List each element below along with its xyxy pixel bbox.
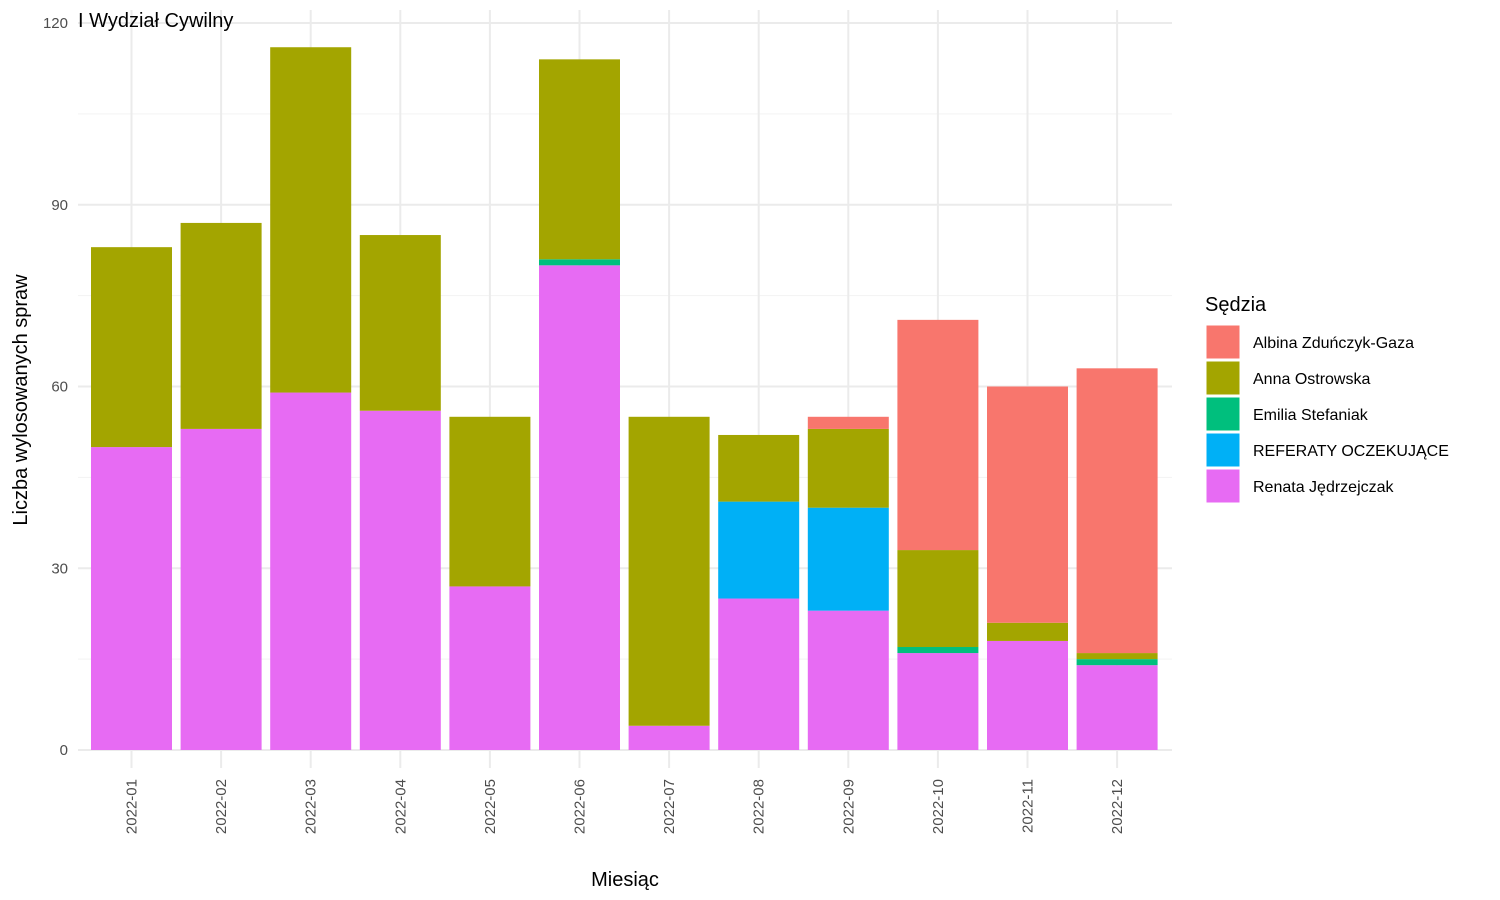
bar-2022-06-emilia-stefaniak [539, 259, 620, 266]
bar-2022-07-anna-ostrowska [628, 416, 710, 726]
bar-2022-03-renata-jedrzejczak [270, 392, 352, 750]
bar-2022-01-renata-jedrzejczak [91, 447, 172, 750]
x-tick-label: 2022-04 [392, 779, 409, 834]
bar-2022-08-referaty-oczekujace [718, 501, 800, 599]
bar-2022-01-anna-ostrowska [91, 247, 172, 448]
bar-2022-02-renata-jedrzejczak [180, 428, 262, 750]
bar-2022-10-anna-ostrowska [897, 550, 979, 648]
x-tick-label: 2022-10 [930, 779, 947, 834]
x-tick-label: 2022-07 [661, 779, 678, 834]
bar-2022-05-renata-jedrzejczak [449, 586, 531, 750]
bar-2022-10-renata-jedrzejczak [897, 653, 979, 750]
legend-swatch [1205, 324, 1241, 360]
bar-2022-10-albina-zdunczyk-gaza [897, 319, 979, 551]
bar-2022-12-renata-jedrzejczak [1076, 665, 1158, 750]
bar-2022-07-renata-jedrzejczak [628, 725, 710, 750]
y-tick-label: 120 [43, 15, 68, 32]
bar-2022-11-renata-jedrzejczak [987, 640, 1068, 750]
x-tick-label: 2022-12 [1109, 779, 1126, 834]
bar-2022-03-anna-ostrowska [270, 47, 352, 393]
legend-title: Sędzia [1205, 294, 1267, 316]
legend-items: Albina Zduńczyk-Gaza Anna Ostrowska Emilia… [1205, 324, 1449, 504]
bar-2022-11-albina-zdunczyk-gaza [987, 386, 1068, 623]
x-tick-label: 2022-06 [572, 779, 589, 834]
x-axis: 2022-01 2022-02 2022-03 2022-04 2022-05 2022-… [124, 779, 1127, 834]
x-tick-label: 2022-03 [303, 779, 320, 834]
bar-2022-04-renata-jedrzejczak [359, 410, 441, 750]
bars [91, 47, 1158, 750]
x-axis-title: Miesiąc [591, 869, 659, 891]
y-tick-label: 90 [51, 197, 68, 214]
bar-2022-09-albina-zdunczyk-gaza [807, 416, 889, 429]
bar-2022-12-anna-ostrowska [1076, 653, 1158, 660]
legend-swatch [1205, 396, 1241, 432]
legend-label: Anna Ostrowska [1253, 371, 1370, 388]
bar-2022-06-anna-ostrowska [539, 59, 620, 260]
bar-2022-09-referaty-oczekujace [807, 507, 889, 611]
x-tick-label: 2022-05 [482, 779, 499, 834]
legend-label: REFERATY OCZEKUJĄCE [1253, 443, 1449, 460]
bar-2022-06-renata-jedrzejczak [539, 265, 620, 750]
bar-2022-11-anna-ostrowska [987, 622, 1068, 641]
bar-2022-09-renata-jedrzejczak [807, 610, 889, 750]
bar-2022-05-anna-ostrowska [449, 416, 531, 587]
bar-2022-12-emilia-stefaniak [1076, 659, 1158, 666]
y-tick-label: 30 [51, 560, 68, 577]
bar-2022-04-anna-ostrowska [359, 235, 441, 411]
x-tick-label: 2022-01 [124, 779, 141, 834]
y-axis-title: Liczba wylosowanych spraw [10, 274, 32, 526]
chart-title: I Wydział Cywilny [78, 10, 233, 32]
legend-label: Emilia Stefaniak [1253, 407, 1369, 424]
legend-label: Albina Zduńczyk-Gaza [1253, 335, 1414, 352]
x-tick-label: 2022-02 [213, 779, 230, 834]
legend-label: Renata Jędrzejczak [1253, 479, 1395, 496]
x-tick-label: 2022-08 [751, 779, 768, 834]
bar-2022-08-renata-jedrzejczak [718, 598, 800, 750]
bar-2022-02-anna-ostrowska [180, 222, 262, 429]
y-axis: 0 30 60 90 120 [43, 15, 68, 759]
bar-2022-08-anna-ostrowska [718, 434, 800, 502]
bar-2022-10-emilia-stefaniak [897, 647, 979, 654]
legend: Sędzia Albina Zduńczyk-Gaza Anna Ostrowsk… [1205, 294, 1449, 504]
bar-2022-09-anna-ostrowska [807, 428, 889, 508]
legend-swatch [1205, 468, 1241, 504]
bar-2022-12-albina-zdunczyk-gaza [1076, 368, 1158, 654]
x-tick-label: 2022-11 [1020, 779, 1037, 833]
x-tick-label: 2022-09 [840, 779, 857, 834]
y-tick-label: 0 [60, 742, 68, 759]
legend-swatch [1205, 360, 1241, 396]
y-tick-label: 60 [51, 379, 68, 396]
legend-swatch [1205, 432, 1241, 468]
